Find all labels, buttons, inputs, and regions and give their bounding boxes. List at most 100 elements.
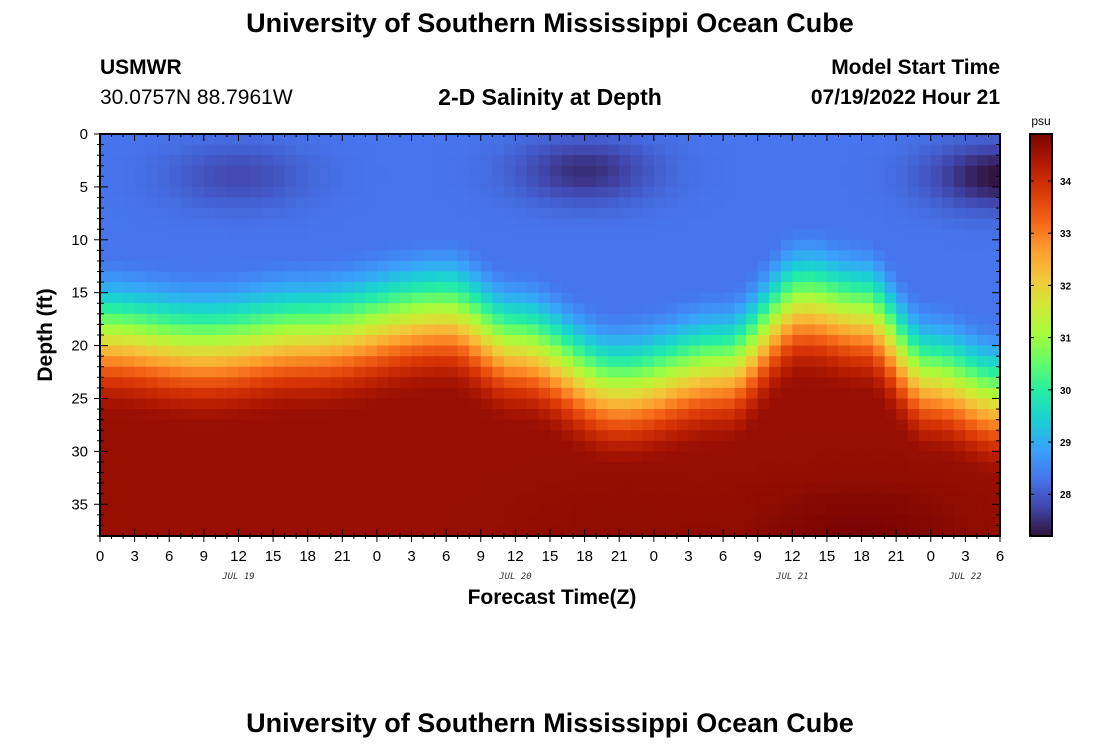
heatmap-cell: [596, 366, 609, 378]
heatmap-cell: [769, 155, 782, 167]
heatmap-cell: [734, 504, 747, 516]
heatmap-cell: [157, 387, 170, 400]
heatmap-cell: [250, 271, 263, 283]
heatmap-cell: [157, 218, 170, 230]
heatmap-cell: [584, 197, 597, 209]
heatmap-cell: [642, 387, 655, 400]
heatmap-cell: [330, 313, 343, 326]
heatmap-cell: [769, 409, 782, 421]
heatmap-cell: [688, 419, 701, 431]
heatmap-cell: [423, 493, 436, 505]
heatmap-cell: [838, 430, 851, 442]
heatmap-cell: [100, 483, 113, 495]
heatmap-cell: [826, 303, 840, 315]
heatmap-cell: [180, 155, 193, 167]
heatmap-cell: [261, 250, 274, 262]
heatmap-cell: [861, 186, 874, 199]
heatmap-cell: [342, 493, 355, 505]
heatmap-cell: [226, 260, 240, 273]
heatmap-cell: [642, 165, 655, 177]
heatmap-cell: [307, 134, 320, 146]
heatmap-cell: [434, 514, 447, 527]
heatmap-cell: [619, 250, 632, 262]
heatmap-cell: [353, 197, 366, 209]
heatmap-cell: [561, 377, 574, 389]
heatmap-cell: [561, 176, 574, 188]
heatmap-cell: [423, 324, 436, 336]
heatmap-cell: [111, 229, 124, 241]
heatmap-cell: [538, 387, 551, 400]
heatmap-cell: [434, 440, 447, 452]
heatmap-cell: [100, 451, 113, 463]
heatmap-cell: [757, 186, 770, 199]
heatmap-cell: [769, 134, 782, 146]
heatmap-cell: [850, 218, 863, 230]
heatmap-cell: [226, 229, 240, 241]
heatmap-cell: [446, 398, 459, 410]
heatmap-cell: [515, 176, 528, 188]
heatmap-cell: [826, 430, 840, 442]
heatmap-cell: [353, 271, 366, 283]
heatmap-cell: [723, 472, 736, 484]
heatmap-cell: [630, 440, 643, 452]
heatmap-cell: [619, 292, 632, 304]
heatmap-cell: [700, 155, 713, 167]
heatmap-cell: [250, 409, 263, 421]
heatmap-cell: [353, 324, 366, 336]
heatmap-cell: [607, 239, 620, 251]
heatmap-cell: [803, 144, 816, 156]
heatmap-cell: [515, 271, 528, 283]
heatmap-cell: [826, 377, 840, 389]
heatmap-cell: [411, 461, 424, 474]
heatmap-cell: [469, 282, 482, 294]
heatmap-cell: [746, 472, 759, 484]
heatmap-cell: [826, 366, 840, 378]
heatmap-cell: [803, 514, 816, 527]
heatmap-cell: [538, 165, 551, 177]
heatmap-cell: [607, 292, 620, 304]
heatmap-cell: [296, 186, 309, 199]
heatmap-cell: [953, 165, 966, 177]
heatmap-cell: [596, 430, 609, 442]
heatmap-cell: [157, 250, 170, 262]
heatmap-cell: [930, 239, 943, 251]
heatmap-cell: [976, 377, 990, 389]
heatmap-cell: [930, 176, 943, 188]
heatmap-cell: [769, 345, 782, 357]
heatmap-cell: [515, 472, 528, 484]
heatmap-cell: [573, 324, 586, 336]
heatmap-cell: [965, 451, 978, 463]
heatmap-cell: [630, 451, 643, 463]
heatmap-cell: [976, 260, 990, 273]
heatmap-cell: [411, 292, 424, 304]
heatmap-cell: [953, 303, 966, 315]
heatmap-cell: [769, 313, 782, 326]
heatmap-cell: [146, 271, 159, 283]
heatmap-cell: [561, 197, 574, 209]
heatmap-cell: [376, 239, 390, 251]
heatmap-cell: [400, 514, 413, 527]
heatmap-cell: [850, 208, 863, 220]
heatmap-cell: [434, 398, 447, 410]
heatmap-cell: [550, 440, 563, 452]
heatmap-cell: [896, 197, 909, 209]
heatmap-cell: [930, 282, 943, 294]
heatmap-cell: [469, 292, 482, 304]
heatmap-cell: [930, 186, 943, 199]
heatmap-cell: [573, 165, 586, 177]
heatmap-cell: [538, 324, 551, 336]
heatmap-cell: [780, 398, 793, 410]
heatmap-cell: [192, 324, 205, 336]
heatmap-cell: [746, 186, 759, 199]
heatmap-cell: [226, 472, 240, 484]
heatmap-cell: [273, 260, 286, 273]
heatmap-cell: [353, 292, 366, 304]
heatmap-cell: [492, 260, 505, 273]
heatmap-cell: [307, 525, 320, 537]
heatmap-cell: [965, 250, 978, 262]
heatmap-cell: [746, 345, 759, 357]
heatmap-cell: [457, 409, 470, 421]
heatmap-cell: [861, 260, 874, 273]
heatmap-cell: [469, 387, 482, 400]
heatmap-cell: [365, 356, 378, 368]
